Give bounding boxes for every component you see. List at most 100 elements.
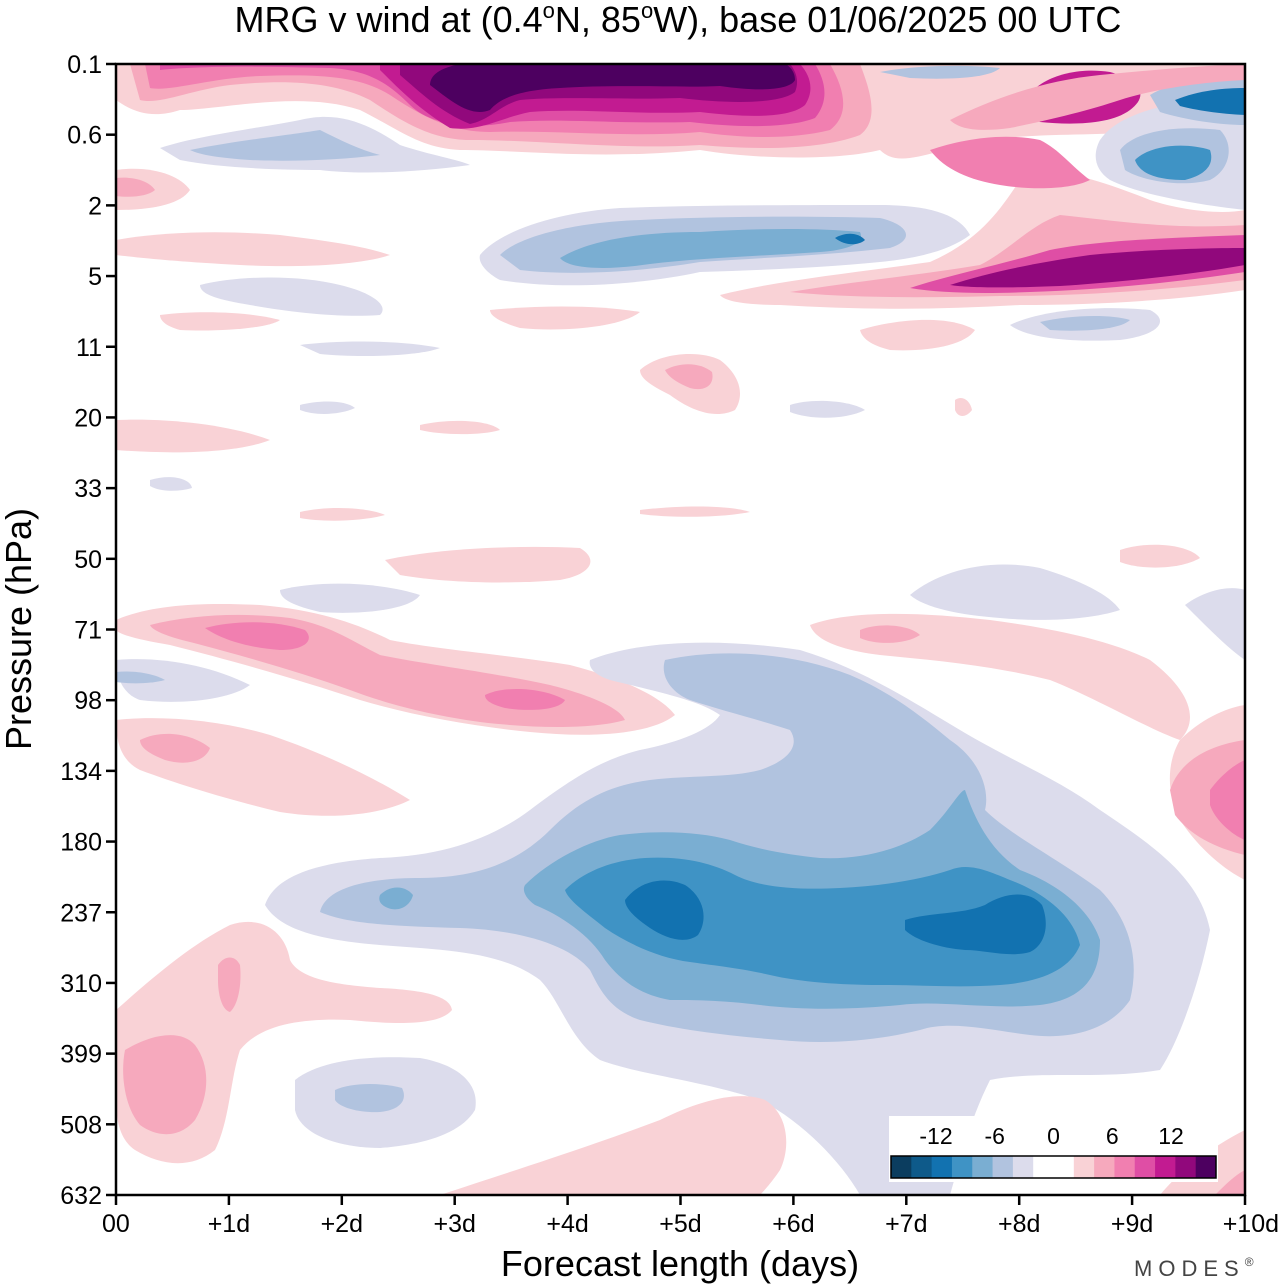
x-tick-label: 00 [102,1210,130,1238]
colorbar-swatch [951,1156,973,1178]
contour-pos-310-left-l1b [218,957,241,1012]
contour-neg-8-right-l1 [1040,316,1130,331]
y-tick-label: 399 [60,1041,102,1069]
contour-pos-150-right-l2 [1210,760,1245,840]
contour-neg-98-left [116,659,250,702]
colorbar-swatch [931,1156,953,1178]
contour-pos-5-l3 [950,248,1245,288]
contour-pos-600-center [440,1096,787,1195]
contour-pos-600-right-l1 [1215,1170,1245,1195]
contour-neg-0p6-l1 [190,130,380,161]
x-tick-label: +8d [998,1210,1040,1238]
colorbar-swatch [1094,1156,1115,1178]
contour-neg-60-far [1185,588,1245,660]
contour-neg-2-5-l2 [560,229,861,268]
x-tick-label: +3d [433,1210,475,1238]
y-tick-label: 0.1 [67,51,102,79]
x-tick-label: +6d [772,1210,814,1238]
colorbar-swatch [911,1156,933,1178]
colorbar-frame [890,1155,1217,1179]
colorbar: -12 -6 0 6 12 [889,1116,1218,1182]
colorbar-swatch [1155,1156,1176,1178]
y-tick-label: 632 [60,1182,102,1210]
contour-neg-11 [300,341,440,356]
contour-pos-8 [160,312,280,331]
colorbar-swatch [992,1156,1014,1178]
contour-pos-tr-streak [930,136,1090,189]
x-tick-label: +4d [546,1210,588,1238]
brand-logo: MODES® [1134,1255,1254,1281]
contour-pos-40b [640,506,750,517]
contour-pos-55 [385,546,591,583]
contour-pos-55-right [1120,544,1200,568]
contour-neg-tr-l2 [1135,145,1212,180]
y-tick-label: 20 [74,404,102,432]
contour-neg-8-left [200,277,383,316]
y-tick-label: 2 [88,192,102,220]
contour-pos-134-left [116,718,410,816]
colorbar-tick-label: -6 [985,1123,1005,1149]
contour-pos-5-left [116,232,390,267]
colorbar-tick-label: -12 [919,1123,952,1149]
y-tick-label: 71 [74,617,102,645]
colorbar-swatch [1195,1156,1217,1178]
y-tick-label: 0.6 [67,122,102,150]
y-axis-title: Pressure (hPa) [0,508,39,750]
contour-pos-25-left [116,419,270,453]
y-tick-label: 33 [74,475,102,503]
contour-pos-71-right-l1 [860,625,920,643]
colorbar-swatch [1175,1156,1197,1178]
contour-neg-tr-top-l2 [1175,88,1245,115]
x-axis: 00 +1d +2d +3d +4d +5d +6d +7d +8d +9d +10d [102,1195,1279,1238]
colorbar-swatch [1134,1156,1156,1178]
contour-pos-20 [955,398,972,416]
y-tick-label: 508 [60,1111,102,1139]
colorbar-swatch [1012,1156,1034,1178]
x-tick-label: +10d [1223,1210,1279,1238]
contour-pos-11-right [860,319,975,351]
contour-neg-2-5-l3 [835,233,865,245]
contour-pos-2hpa-left-l1 [116,177,155,197]
contour-pos-8b [490,306,640,330]
contour-pos-134-left-l1 [140,733,210,763]
contour-neg-237-small [379,887,413,910]
x-tick-label: +2d [321,1210,363,1238]
x-axis-title: Forecast length (days) [501,1243,859,1284]
y-tick-label: 11 [76,334,102,362]
contour-neg-20-left [300,401,355,414]
colorbar-tick-label: 12 [1158,1123,1184,1149]
colorbar-swatch [1033,1156,1054,1178]
colorbar-swatch [891,1156,912,1178]
contour-pos-310-left-l1 [123,1035,207,1135]
contour-field [116,64,1245,1195]
y-tick-label: 180 [60,829,102,857]
contour-pos-top-peak [430,64,795,112]
colorbar-tick-label: 0 [1047,1123,1060,1149]
colorbar-swatch [972,1156,994,1178]
contour-pos-40 [300,508,385,521]
contour-pos-71-right [810,613,1190,740]
x-tick-label: +9d [1111,1210,1153,1238]
y-tick-label: 237 [60,899,102,927]
colorbar-swatch [1073,1156,1095,1178]
contour-pos-71-l2 [205,622,309,650]
y-tick-label: 50 [74,546,102,574]
y-tick-label: 134 [60,758,102,786]
colorbar-swatch [1053,1156,1075,1178]
contour-pos-98-l2 [485,688,565,710]
contour-neg-main-l3 [565,857,1080,987]
contour-neg-450-l1 [335,1084,404,1113]
contour-neg-main-l4b [905,894,1046,955]
contour-pos-tr-upper [950,64,1245,130]
y-tick-label: 310 [60,970,102,998]
x-tick-label: +1d [208,1210,250,1238]
colorbar-swatch [1114,1156,1136,1178]
colorbar-tick-label: 6 [1106,1123,1119,1149]
contour-pos-15-l1 [665,364,713,390]
contour-pos-20-mid [420,420,500,435]
contour-neg-98-left-l1 [116,671,165,684]
chart-title: MRG v wind at (0.4oN, 85oW), base 01/06/… [235,0,1122,40]
contour-neg-30 [150,477,192,491]
contour-neg-60-right [910,564,1120,620]
